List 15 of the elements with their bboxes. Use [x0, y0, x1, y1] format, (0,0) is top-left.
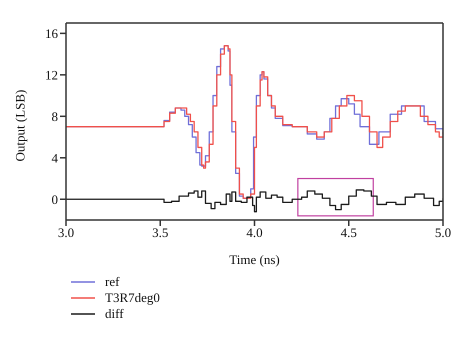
legend-label: T3R7deg0	[105, 290, 160, 306]
y-tick-label: 4	[52, 150, 58, 166]
x-tick-label: 4.5	[340, 225, 357, 240]
x-tick-label: 5.0	[434, 225, 452, 240]
legend-label: diff	[105, 306, 124, 322]
x-tick-label: 4.0	[246, 225, 263, 240]
y-axis-title: Output (LSB)	[12, 90, 28, 162]
y-tick-label: 8	[52, 108, 58, 124]
y-tick-label: 12	[45, 67, 58, 82]
x-tick-label: 3.5	[152, 225, 168, 240]
x-axis-title: Time (ns)	[229, 252, 280, 267]
y-tick-label: 0	[52, 192, 58, 207]
legend-label: ref	[105, 274, 120, 290]
x-tick-label: 3.0	[58, 225, 74, 240]
y-tick-label: 16	[45, 26, 58, 41]
